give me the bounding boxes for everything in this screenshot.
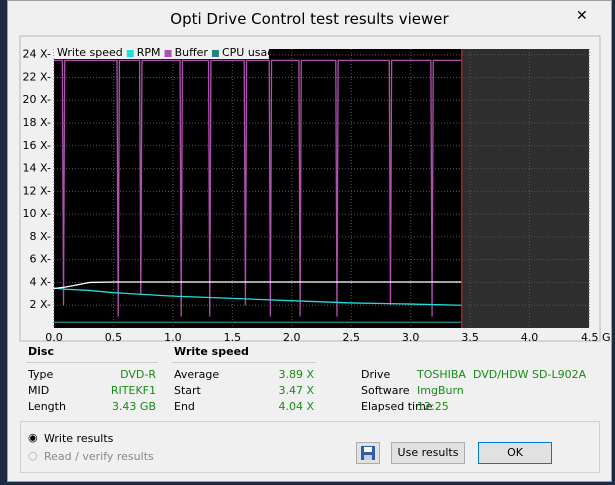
legend-label: Write speed [57, 46, 123, 59]
y-tick-label: 12 X- [23, 184, 51, 197]
unused-area [461, 49, 589, 328]
info-value: 3.89 X [278, 368, 314, 381]
x-tick-label: 4.0 [521, 331, 539, 343]
y-tick-label: 2 X- [30, 298, 51, 311]
info-value: 12:25 [417, 400, 449, 413]
y-tick-label: 16 X- [23, 139, 51, 152]
info-label: MID [28, 384, 50, 397]
chart: 2 X- 4 X- 6 X- 8 X- 10 X- 12 X- 14 X- 16 X- 18 X… [19, 35, 611, 343]
radio-label: Read / verify results [44, 450, 154, 463]
ok-button[interactable]: OK [478, 442, 552, 464]
x-tick-label: 0.0 [45, 331, 63, 343]
y-tick-label: 10 X- [23, 207, 51, 220]
info-label: Software [361, 384, 410, 397]
separator [172, 362, 316, 363]
y-tick-label: 4 X- [30, 275, 51, 288]
legend-label: CPU usage [222, 46, 281, 59]
info-label: End [174, 400, 195, 413]
group-heading: Write speed [174, 345, 249, 358]
info-label: Drive [361, 368, 391, 381]
series-line [53, 287, 462, 306]
info-value: TOSHIBA DVD/HDW SD-L902A [417, 368, 587, 381]
y-tick-label: 18 X- [23, 116, 51, 129]
separator [26, 362, 158, 363]
info-value: 3.47 X [278, 384, 314, 397]
x-tick-label: 0.5 [105, 331, 123, 343]
save-icon [361, 446, 375, 460]
info-value: 4.04 X [278, 400, 314, 413]
x-tick-label: 3.5 [461, 331, 479, 343]
radio: ○ [28, 449, 38, 462]
y-tick-label: 24 X- [23, 48, 51, 61]
info-value: 3.43 GB [111, 400, 156, 413]
info-value: ImgBurn [417, 384, 464, 397]
info-value: DVD-R [120, 368, 156, 381]
x-tick-label: 3.0 [402, 331, 420, 343]
info-label: Start [174, 384, 201, 397]
radio-label[interactable]: Write results [44, 432, 114, 445]
y-tick-label: 20 X- [23, 93, 51, 106]
x-tick-label: 1.5 [224, 331, 242, 343]
use-results-button[interactable]: Use results [391, 442, 465, 464]
info-label: Average [174, 368, 220, 381]
y-tick-label: 22 X- [23, 70, 51, 83]
series-line [54, 59, 462, 317]
series-line [53, 281, 462, 290]
save-button[interactable] [356, 442, 380, 464]
legend-swatch [126, 50, 134, 57]
info-label: Length [28, 400, 66, 413]
group-heading: Disc [28, 345, 54, 358]
window: Opti Drive Control test results viewer ✕… [7, 0, 612, 482]
x-tick-label: 1.0 [164, 331, 182, 343]
close-button[interactable]: ✕ [576, 8, 588, 24]
x-tick-label: 2.5 [342, 331, 360, 343]
x-tick-label: 2.0 [283, 331, 301, 343]
y-tick-label: 6 X- [30, 253, 51, 266]
window-title: Opti Drive Control test results viewer [170, 10, 449, 28]
option-group [20, 421, 600, 473]
info-label: Elapsed time [361, 400, 433, 413]
x-tick-label: 4.5 GB [581, 331, 611, 343]
y-tick-label: 14 X- [23, 162, 51, 175]
legend-label: Buffer [175, 46, 209, 59]
info-value: RITEKF1 [110, 384, 156, 397]
info-label: Type [28, 368, 54, 381]
legend-swatch [164, 50, 172, 57]
legend-swatch [211, 50, 219, 57]
radio[interactable]: ◉ [28, 431, 38, 444]
y-tick-label: 8 X- [30, 230, 51, 243]
legend-label: RPM [137, 46, 161, 59]
